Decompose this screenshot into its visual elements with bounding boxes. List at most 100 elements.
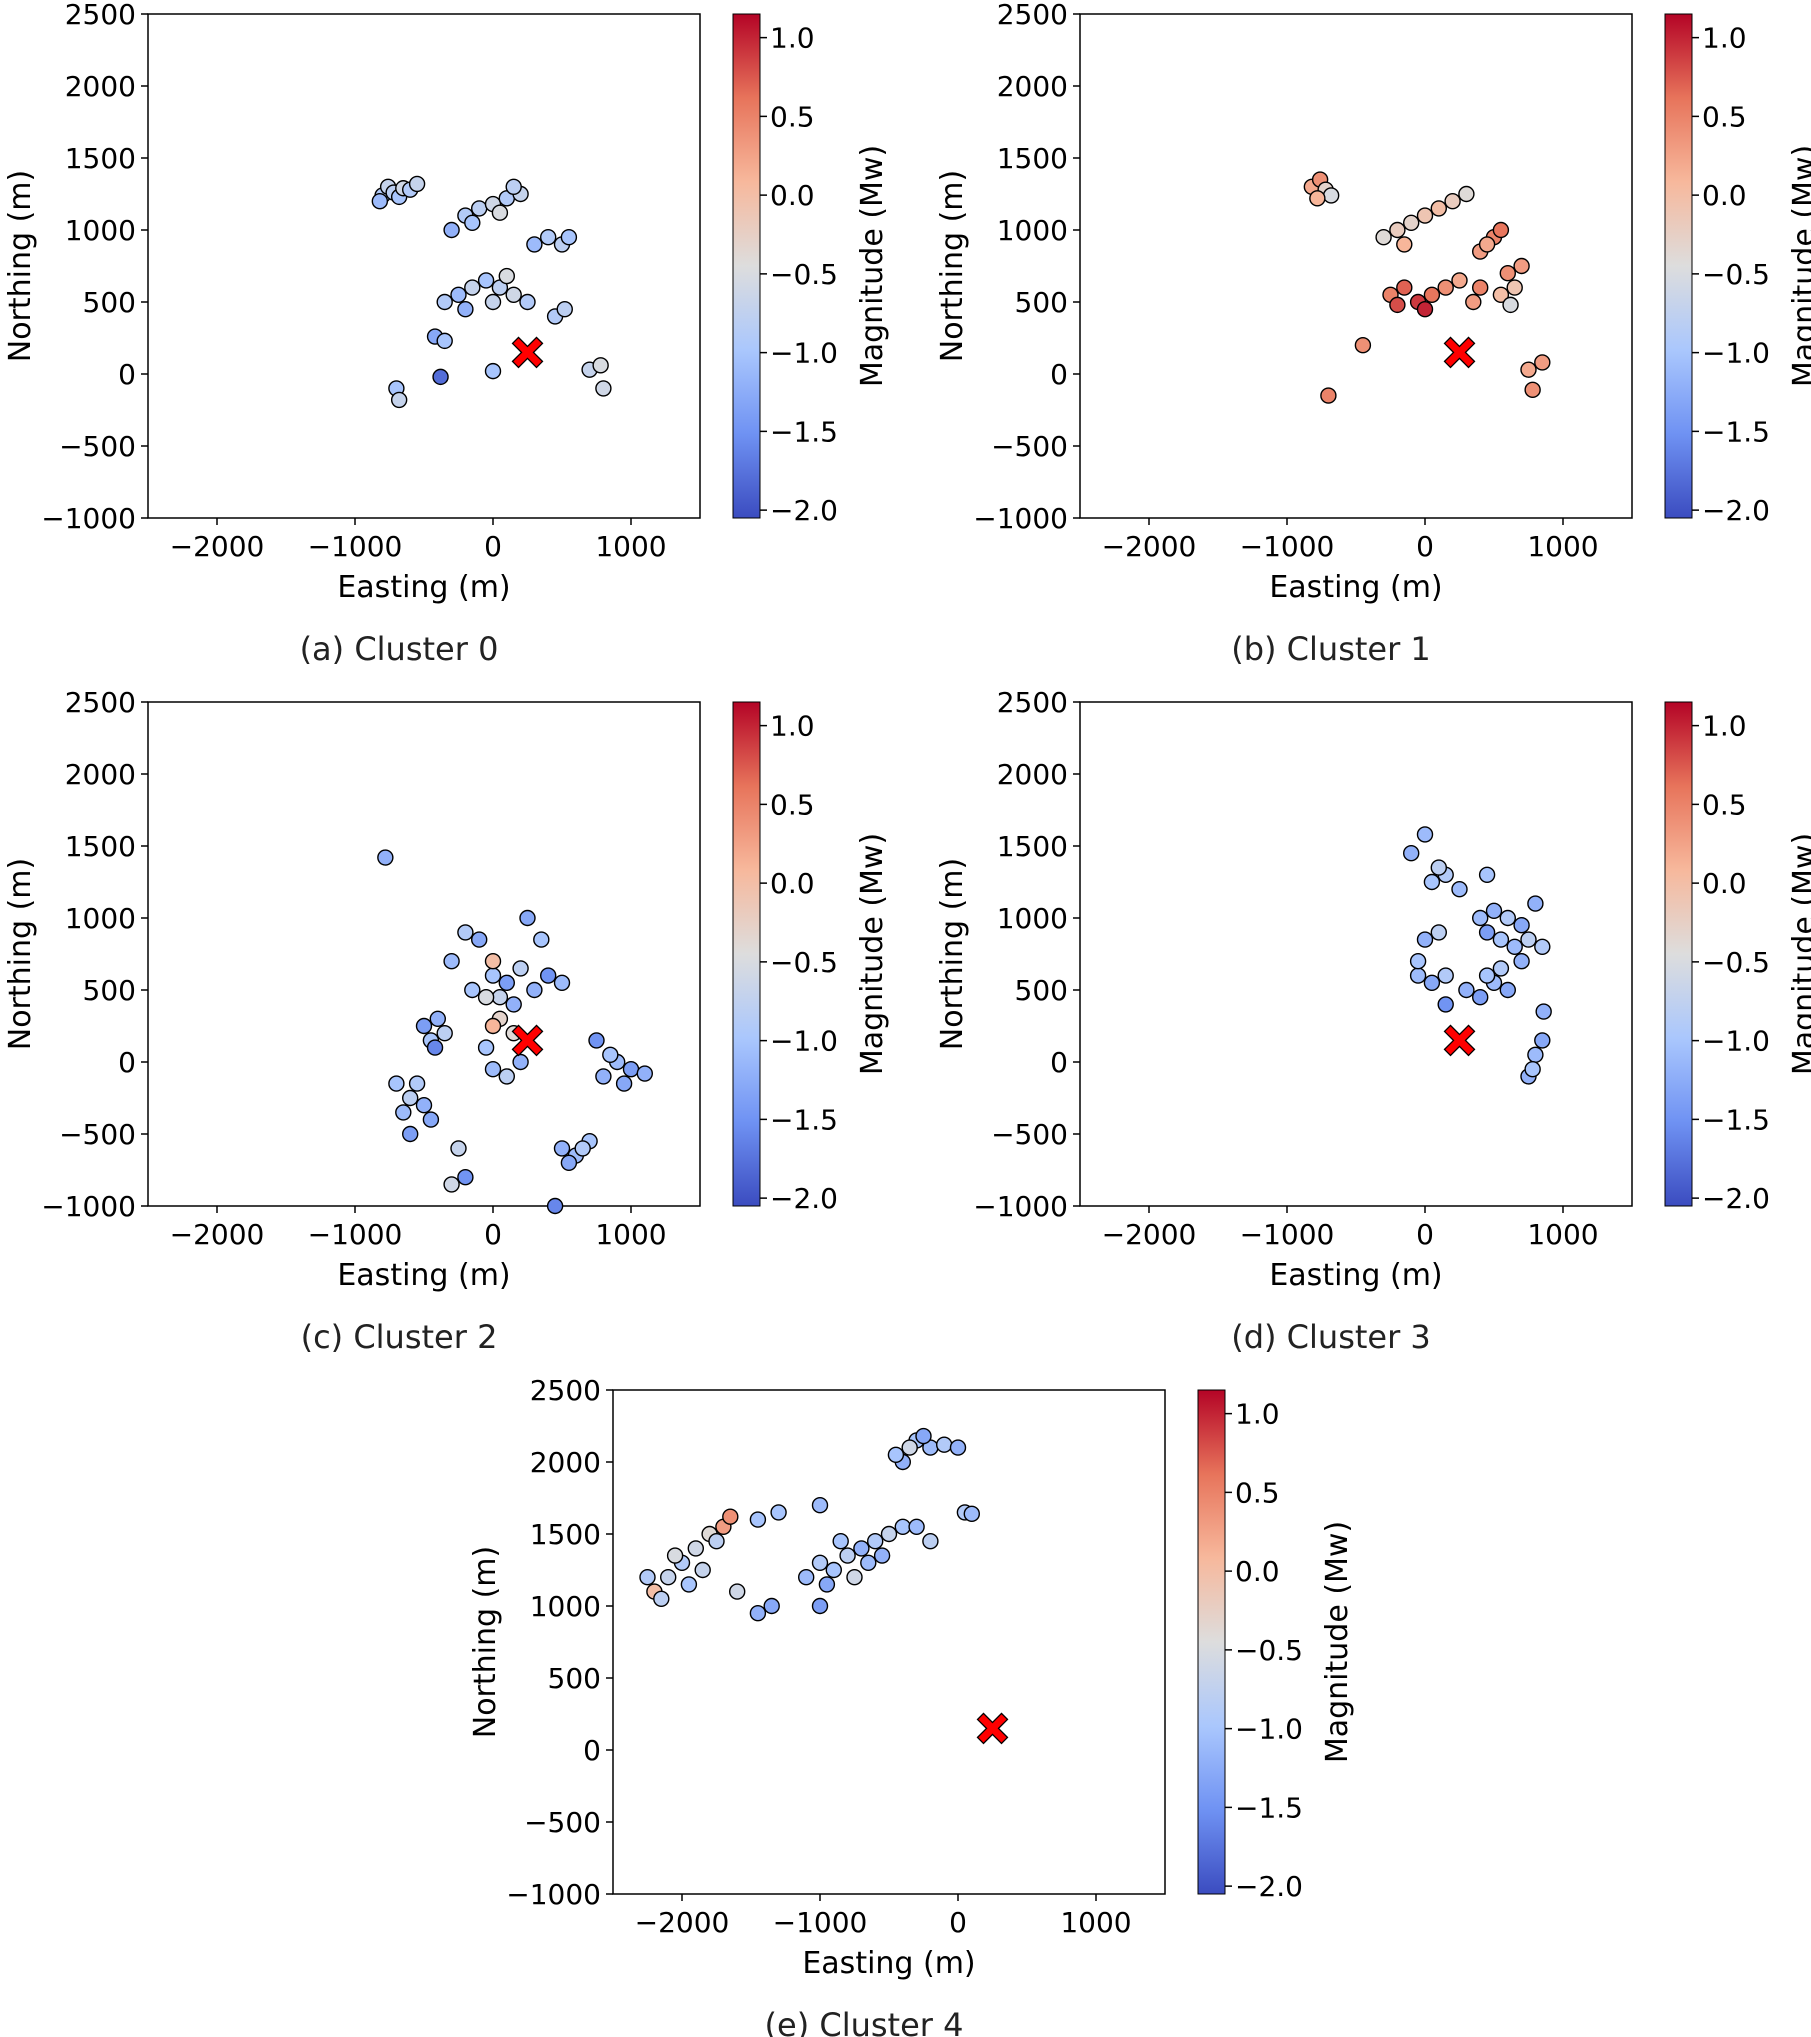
y-tick-label: 1000	[65, 902, 136, 935]
data-point	[402, 1089, 419, 1107]
colorbar-tick-label: −1.5	[770, 415, 838, 448]
data-point	[1423, 873, 1441, 891]
data-points	[639, 1427, 980, 1622]
y-tick-label: 0	[1050, 358, 1068, 391]
data-point	[1465, 293, 1482, 311]
data-point	[436, 332, 453, 350]
data-point	[915, 1427, 932, 1445]
colorbar-tick-label: −1.0	[1235, 1713, 1303, 1746]
data-point	[1409, 967, 1427, 984]
data-point	[560, 228, 578, 246]
data-point	[1396, 236, 1413, 253]
data-point	[464, 214, 481, 232]
data-point	[526, 981, 543, 999]
y-axis-label: Northing (m)	[935, 858, 970, 1050]
data-point	[464, 279, 481, 296]
y-tick-label: 0	[583, 1734, 601, 1767]
colorbar-tick-label: 0.5	[1702, 788, 1747, 821]
y-tick-label: −1000	[506, 1878, 601, 1911]
colorbar-gradient	[732, 13, 761, 519]
panel-caption: (d) Cluster 3	[1231, 1318, 1431, 1356]
data-points	[371, 175, 612, 409]
data-point	[853, 1540, 870, 1557]
data-point	[1416, 207, 1434, 224]
data-point	[1527, 895, 1544, 912]
colorbar-tick-label: 0.5	[770, 100, 815, 133]
colorbar-tick-label: 1.0	[770, 22, 815, 55]
x-tick-label: 0	[1416, 1218, 1434, 1251]
data-point	[1534, 1032, 1551, 1049]
colorbar-tick-label: 1.0	[1235, 1398, 1280, 1431]
colorbar-tick-label: −0.5	[1702, 946, 1770, 979]
data-point	[846, 1568, 863, 1586]
colorbar-tick-label: −2.0	[1702, 1182, 1770, 1215]
data-point	[1409, 953, 1427, 970]
data-point	[1402, 845, 1420, 862]
data-point	[1502, 296, 1519, 314]
data-point	[498, 1068, 515, 1085]
colorbar-label: Magnitude (Mw)	[1320, 1521, 1355, 1763]
data-point	[484, 953, 502, 970]
colorbar-tick-label: −0.5	[770, 946, 838, 979]
y-tick-label: 1000	[65, 214, 136, 247]
data-point	[512, 1053, 529, 1071]
data-point	[464, 981, 481, 999]
colorbar-tick-label: 1.0	[1702, 22, 1747, 55]
data-point	[1423, 974, 1441, 991]
y-tick-label: 2000	[997, 70, 1068, 103]
y-tick-label: 0	[118, 1046, 136, 1079]
data-point	[540, 967, 557, 984]
data-point	[860, 1554, 877, 1572]
red-x-shape	[976, 1712, 1009, 1745]
data-point	[415, 1096, 433, 1114]
data-point	[1492, 960, 1510, 977]
colorbar-gradient	[1197, 1389, 1226, 1895]
data-point	[622, 1060, 640, 1078]
data-point	[498, 267, 515, 285]
plot-area	[612, 1389, 1166, 1895]
data-point	[1320, 387, 1337, 404]
colorbar-tick-label: −0.5	[1235, 1634, 1303, 1667]
data-point	[1492, 931, 1510, 948]
y-tick-label: 2500	[530, 1374, 601, 1407]
data-point	[436, 293, 453, 311]
data-point	[1478, 866, 1496, 883]
x-tick-label: 1000	[595, 530, 666, 563]
y-tick-label: 2000	[65, 70, 136, 103]
data-points	[377, 849, 653, 1215]
y-tick-label: −1000	[41, 502, 136, 535]
red-x-shape	[1443, 1024, 1476, 1057]
data-point	[377, 849, 394, 866]
colorbar-gradient	[1664, 701, 1693, 1207]
data-point	[595, 1068, 612, 1085]
colorbar-tick-label: 0.0	[1235, 1555, 1280, 1588]
x-tick-label: −2000	[1102, 1218, 1197, 1251]
plot-area	[1079, 701, 1633, 1207]
data-point	[491, 204, 509, 221]
data-point	[553, 974, 571, 991]
data-point	[560, 1154, 578, 1172]
data-point	[1527, 1046, 1544, 1064]
colorbar-tick-label: 0.5	[1702, 100, 1747, 133]
data-point	[1499, 981, 1517, 999]
x-axis-label: Easting (m)	[1269, 570, 1442, 605]
y-tick-label: 2000	[530, 1446, 601, 1479]
data-point	[798, 1568, 815, 1586]
x-axis-label: Easting (m)	[1269, 1258, 1442, 1293]
colorbar-tick-label: 0.5	[770, 788, 815, 821]
data-point	[436, 1024, 453, 1042]
data-point	[639, 1568, 656, 1586]
data-point	[832, 1532, 849, 1550]
y-tick-label: 2500	[65, 0, 136, 31]
x-tick-label: 0	[1416, 530, 1434, 563]
data-point	[763, 1597, 780, 1615]
y-tick-label: 1500	[530, 1518, 601, 1551]
colorbar: 1.0 0.5 0.0 −0.5 −1.0 −1.5 −2.0 Magnitude (Mw)	[1664, 701, 1811, 1215]
colorbar-tick-label: 0.0	[770, 867, 815, 900]
data-point	[484, 967, 502, 984]
y-tick-label: 500	[83, 974, 136, 1007]
data-point	[422, 1111, 440, 1128]
data-point	[408, 175, 426, 193]
panel-cluster-0: 2500 2000 1500 1000 500 0 −500 −1000 −2000 −1000 0…	[3, 0, 890, 668]
data-point	[432, 368, 449, 386]
